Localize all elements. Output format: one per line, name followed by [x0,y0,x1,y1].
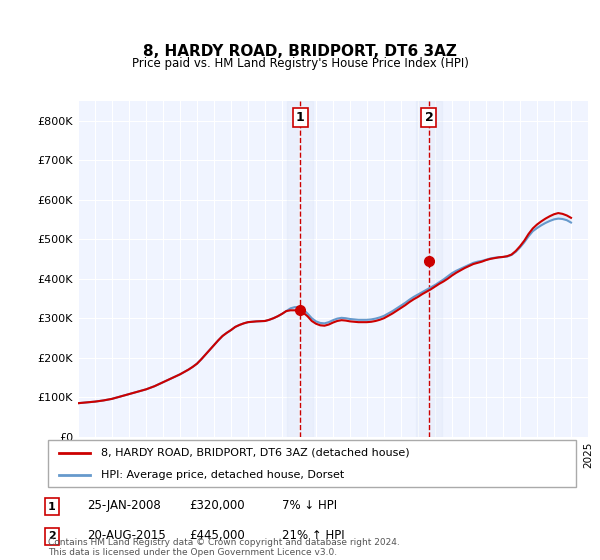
Text: Price paid vs. HM Land Registry's House Price Index (HPI): Price paid vs. HM Land Registry's House … [131,57,469,70]
Text: £320,000: £320,000 [189,499,245,512]
Text: 20-AUG-2015: 20-AUG-2015 [87,529,166,542]
Text: 25-JAN-2008: 25-JAN-2008 [87,499,161,512]
Text: 8, HARDY ROAD, BRIDPORT, DT6 3AZ (detached house): 8, HARDY ROAD, BRIDPORT, DT6 3AZ (detach… [101,448,409,458]
Text: HPI: Average price, detached house, Dorset: HPI: Average price, detached house, Dors… [101,470,344,480]
Bar [287,101,313,437]
Text: 8, HARDY ROAD, BRIDPORT, DT6 3AZ: 8, HARDY ROAD, BRIDPORT, DT6 3AZ [143,44,457,59]
Text: 7% ↓ HPI: 7% ↓ HPI [282,499,337,512]
Text: £445,000: £445,000 [189,529,245,542]
Text: 2: 2 [425,111,433,124]
Text: 1: 1 [48,502,56,512]
FancyBboxPatch shape [48,440,576,487]
Text: 21% ↑ HPI: 21% ↑ HPI [282,529,344,542]
Text: Contains HM Land Registry data © Crown copyright and database right 2024.
This d: Contains HM Land Registry data © Crown c… [48,538,400,557]
Text: 2: 2 [48,531,56,542]
Bar [416,101,442,437]
Text: 1: 1 [296,111,305,124]
